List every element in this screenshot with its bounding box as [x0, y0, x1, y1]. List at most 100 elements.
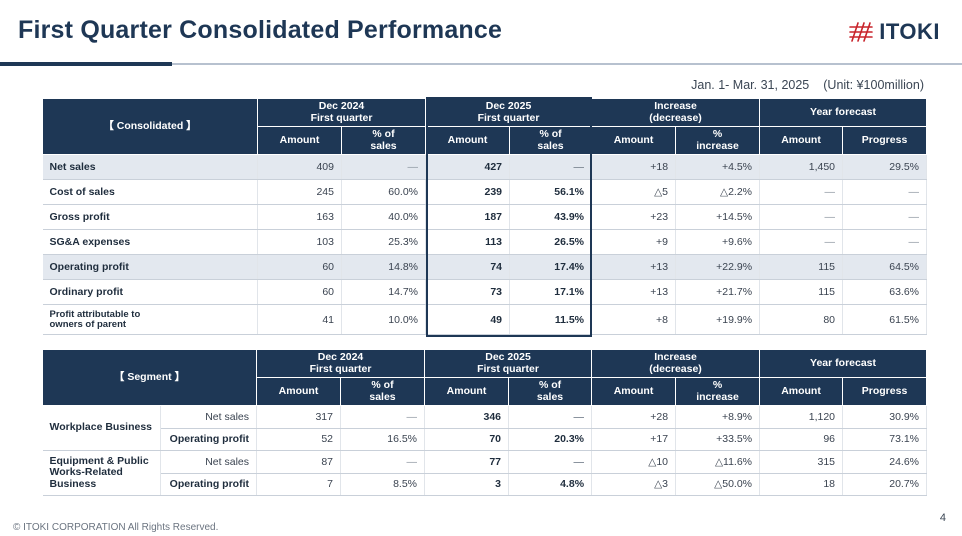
forecast-amount-cell: 115 — [759, 254, 844, 280]
change-pct-cell: +19.9% — [675, 304, 761, 335]
prev-amount-cell: 7 — [256, 473, 341, 496]
forecast-progress-cell: — — [842, 179, 928, 205]
prev-pct-cell: 60.0% — [341, 179, 427, 205]
logo-text: ITOKI — [879, 19, 940, 44]
change-amount-cell: +23 — [591, 204, 677, 230]
unit-label: (Unit: ¥100million) — [823, 78, 924, 92]
prev-pct-cell: 14.7% — [341, 279, 427, 305]
current-amount-cell: 113 — [425, 229, 511, 255]
current-pct-cell: 26.5% — [509, 229, 593, 255]
forecast-progress-cell: — — [842, 229, 928, 255]
header-pct-sales: % of sales — [508, 377, 593, 406]
prev-amount-cell: 60 — [257, 279, 342, 305]
change-amount-cell: +17 — [591, 428, 677, 451]
table-row: SG&A expenses 103 25.3% 113 26.5% +9 +9.6% — — — [42, 229, 928, 255]
change-amount-cell: +13 — [591, 254, 677, 280]
current-amount-cell: 239 — [425, 179, 511, 205]
current-amount-cell: 346 — [424, 405, 510, 429]
consolidated-corner-label: 【 Consolidated 】 — [42, 98, 258, 155]
header-pct-increase: % increase — [675, 377, 761, 406]
header-amount: Amount — [257, 126, 342, 155]
segment-name: Equipment & Public Works-Related Busines… — [42, 450, 161, 496]
header-forecast: Year forecast — [759, 98, 928, 127]
change-amount-cell: △3 — [591, 473, 677, 496]
copyright-footer: © ITOKI CORPORATION All Rights Reserved. — [13, 522, 219, 533]
row-label: Net sales — [42, 154, 258, 180]
forecast-progress-cell: 73.1% — [842, 428, 928, 451]
header-amount: Amount — [759, 377, 844, 406]
forecast-progress-cell: 64.5% — [842, 254, 928, 280]
period-info: Jan. 1- Mar. 31, 2025 (Unit: ¥100million) — [691, 78, 924, 92]
forecast-amount-cell: 80 — [759, 304, 844, 335]
prev-pct-cell: — — [340, 450, 426, 474]
table-row: Gross profit 163 40.0% 187 43.9% +23 +14.5% — — — [42, 204, 928, 230]
current-pct-cell: — — [508, 450, 593, 474]
prev-pct-cell: 14.8% — [341, 254, 427, 280]
row-label: Profit attributable to owners of parent — [42, 304, 258, 335]
change-pct-cell: +4.5% — [675, 154, 761, 180]
forecast-amount-cell: 315 — [759, 450, 844, 474]
prev-amount-cell: 245 — [257, 179, 342, 205]
current-amount-cell: 427 — [425, 154, 511, 180]
header-curr-period: Dec 2025 First quarter — [424, 349, 593, 378]
forecast-progress-cell: 24.6% — [842, 450, 928, 474]
forecast-amount-cell: — — [759, 179, 844, 205]
forecast-progress-cell: 61.5% — [842, 304, 928, 335]
forecast-amount-cell: — — [759, 229, 844, 255]
prev-amount-cell: 409 — [257, 154, 342, 180]
table-row: Workplace Business Net sales 317—346— +28 +8… — [42, 405, 928, 451]
prev-pct-cell: 8.5% — [340, 473, 426, 496]
prev-pct-cell: 16.5% — [340, 428, 426, 451]
change-amount-cell: +8 — [591, 304, 677, 335]
prev-amount-cell: 52 — [256, 428, 341, 451]
segment-metric-label: Operating profit — [160, 428, 257, 451]
change-pct-cell: +8.9% — [675, 405, 761, 429]
table-row: Ordinary profit 60 14.7% 73 17.1% +13 +21.7% 11… — [42, 279, 928, 305]
prev-pct-cell: — — [341, 154, 427, 180]
header-pct-sales: % of sales — [509, 126, 593, 155]
current-pct-cell: — — [508, 405, 593, 429]
header-amount: Amount — [591, 377, 677, 406]
forecast-progress-cell: — — [842, 204, 928, 230]
row-label: SG&A expenses — [42, 229, 258, 255]
prev-amount-cell: 163 — [257, 204, 342, 230]
forecast-progress-cell: 29.5% — [842, 154, 928, 180]
header-progress: Progress — [842, 126, 928, 155]
segment-metric-label: Net sales — [160, 450, 257, 474]
current-amount-cell: 77 — [424, 450, 510, 474]
forecast-amount-cell: 115 — [759, 279, 844, 305]
current-pct-cell: 17.1% — [509, 279, 593, 305]
current-pct-cell: 4.8% — [508, 473, 593, 496]
prev-amount-cell: 87 — [256, 450, 341, 474]
prev-pct-cell: — — [340, 405, 426, 429]
header-amount: Amount — [256, 377, 341, 406]
current-amount-cell: 74 — [425, 254, 511, 280]
change-pct-cell: +33.5% — [675, 428, 761, 451]
change-pct-cell: △50.0% — [675, 473, 761, 496]
current-amount-cell: 73 — [425, 279, 511, 305]
change-amount-cell: △10 — [591, 450, 677, 474]
current-amount-cell: 187 — [425, 204, 511, 230]
header-curr-period: Dec 2025 First quarter — [425, 98, 593, 127]
page-number: 4 — [939, 512, 946, 524]
segment-metric-label: Net sales — [160, 405, 257, 429]
change-pct-cell: +14.5% — [675, 204, 761, 230]
change-pct-cell: △2.2% — [675, 179, 761, 205]
prev-pct-cell: 25.3% — [341, 229, 427, 255]
change-amount-cell: △5 — [591, 179, 677, 205]
forecast-amount-cell: 1,120 — [759, 405, 844, 429]
header-pct-sales: % of sales — [340, 126, 427, 155]
header-prev-period: Dec 2024 First quarter — [255, 349, 426, 378]
change-amount-cell: +13 — [591, 279, 677, 305]
prev-amount-cell: 317 — [256, 405, 341, 429]
change-pct-cell: +9.6% — [675, 229, 761, 255]
forecast-amount-cell: 18 — [759, 473, 844, 496]
header-change: Increase (decrease) — [591, 98, 761, 127]
segment-name: Workplace Business — [42, 405, 161, 451]
table-row: Equipment & Public Works-Related Busines… — [42, 450, 928, 496]
itoki-hash-logo-icon — [849, 22, 874, 42]
forecast-progress-cell: 20.7% — [842, 473, 928, 496]
header-amount: Amount — [424, 377, 510, 406]
row-label: Operating profit — [42, 254, 258, 280]
header-amount: Amount — [591, 126, 677, 155]
